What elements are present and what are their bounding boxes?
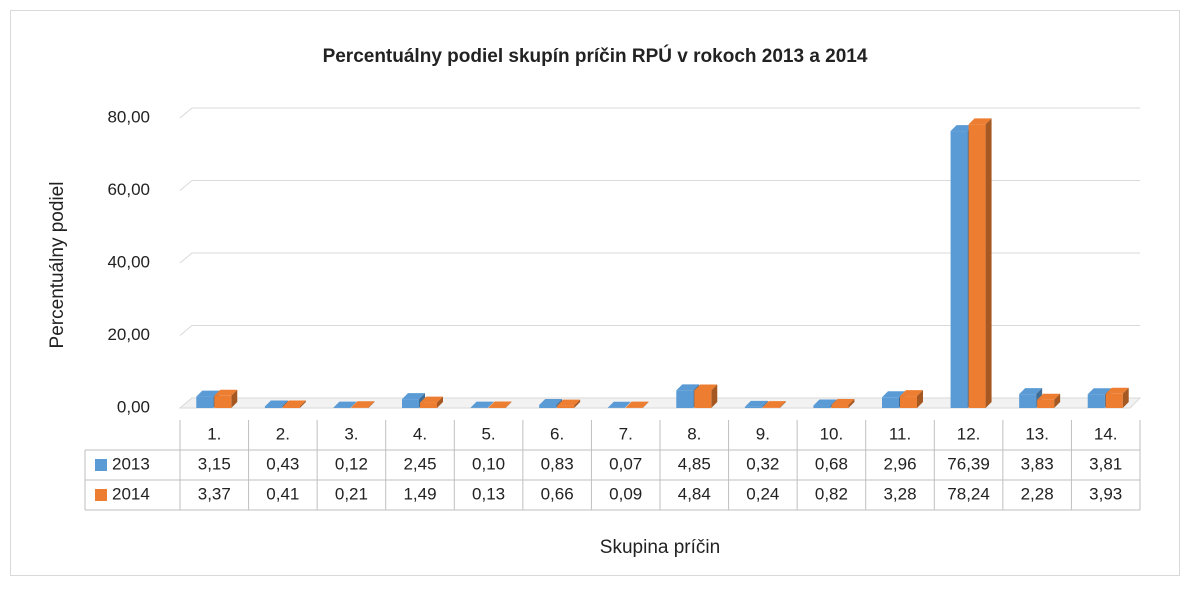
bar (882, 397, 899, 408)
bar (1106, 394, 1123, 408)
x-tick-label: 6. (550, 424, 564, 443)
legend-label: 2013 (112, 454, 150, 473)
chart-border (11, 11, 1180, 576)
table-value: 0,32 (746, 454, 779, 473)
bar (420, 403, 437, 408)
bar (951, 131, 968, 408)
legend-swatch (95, 489, 107, 501)
bar-side (986, 118, 992, 408)
table-value: 0,66 (541, 484, 574, 503)
bar (831, 405, 848, 408)
table-value: 0,82 (815, 484, 848, 503)
table-value: 3,93 (1089, 484, 1122, 503)
table-value: 3,15 (198, 454, 231, 473)
table-value: 0,12 (335, 454, 368, 473)
y-tick-label: 0,00 (117, 397, 150, 416)
bar (196, 397, 213, 408)
bar (214, 396, 231, 408)
chart-title: Percentuálny podiel skupín príčin RPÚ v … (323, 45, 868, 67)
legend-label: 2014 (112, 484, 150, 503)
bar (676, 390, 693, 408)
bar (745, 407, 762, 408)
x-axis-label: Skupina príčin (600, 537, 720, 558)
table-value: 4,84 (678, 484, 711, 503)
x-tick-label: 14. (1094, 424, 1118, 443)
table-value: 2,28 (1021, 484, 1054, 503)
x-tick-label: 13. (1025, 424, 1049, 443)
table-value: 3,28 (883, 484, 916, 503)
bar (402, 399, 419, 408)
table-value: 0,41 (266, 484, 299, 503)
x-tick-label: 3. (344, 424, 358, 443)
x-tick-label: 9. (756, 424, 770, 443)
x-tick-label: 10. (820, 424, 844, 443)
table-value: 0,24 (746, 484, 779, 503)
table-value: 0,10 (472, 454, 505, 473)
table-value: 4,85 (678, 454, 711, 473)
x-tick-label: 1. (207, 424, 221, 443)
y-tick-label: 60,00 (107, 180, 150, 199)
table-value: 76,39 (947, 454, 990, 473)
table-value: 0,83 (541, 454, 574, 473)
floor (180, 398, 1140, 408)
table-value: 0,09 (609, 484, 642, 503)
x-tick-label: 12. (957, 424, 981, 443)
x-tick-label: 7. (619, 424, 633, 443)
bar (283, 407, 300, 408)
bar (1019, 394, 1036, 408)
table-value: 3,83 (1021, 454, 1054, 473)
y-tick-label: 40,00 (107, 252, 150, 271)
x-tick-label: 5. (481, 424, 495, 443)
x-tick-label: 11. (889, 424, 911, 443)
x-tick-label: 2. (276, 424, 290, 443)
table-value: 0,68 (815, 454, 848, 473)
table-value: 2,45 (403, 454, 436, 473)
table-value: 0,43 (266, 454, 299, 473)
legend-swatch (95, 459, 107, 471)
table-value: 1,49 (403, 484, 436, 503)
y-tick-label: 20,00 (107, 325, 150, 344)
bar (1037, 400, 1054, 408)
bar (813, 406, 830, 408)
x-tick-label: 8. (687, 424, 701, 443)
table-value: 0,13 (472, 484, 505, 503)
table-value: 2,96 (883, 454, 916, 473)
y-axis-label: Percentuálny podiel (47, 182, 68, 349)
table-value: 78,24 (947, 484, 990, 503)
table-value: 0,07 (609, 454, 642, 473)
bar (763, 407, 780, 408)
bar (1088, 394, 1105, 408)
bar (539, 405, 556, 408)
bar (694, 390, 711, 408)
bar (265, 406, 282, 408)
table-value: 0,21 (335, 484, 368, 503)
bar (900, 396, 917, 408)
table-value: 3,81 (1089, 454, 1122, 473)
bar (557, 406, 574, 408)
bar (969, 124, 986, 408)
bar (351, 407, 368, 408)
x-tick-label: 4. (413, 424, 427, 443)
table-value: 3,37 (198, 484, 231, 503)
y-tick-label: 80,00 (107, 107, 150, 126)
